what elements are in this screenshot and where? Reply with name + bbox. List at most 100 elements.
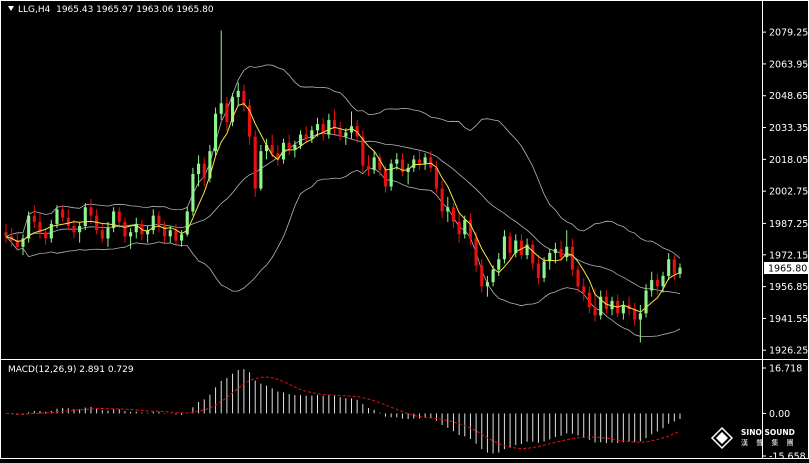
candle-body bbox=[650, 280, 654, 291]
candle-body bbox=[525, 244, 529, 256]
price-tick-label: 1972.15 bbox=[769, 250, 808, 261]
candle-body bbox=[423, 157, 427, 164]
macd-tick-label: 16.718 bbox=[769, 364, 802, 375]
candle-body bbox=[293, 144, 297, 150]
candle-body bbox=[655, 280, 659, 287]
candle-body bbox=[457, 221, 461, 235]
candle-body bbox=[89, 207, 93, 216]
candle-body bbox=[497, 259, 501, 270]
candle-body bbox=[242, 90, 246, 106]
candle-body bbox=[253, 136, 257, 189]
candle-body bbox=[508, 236, 512, 254]
chart-header: LLG,H4 1965.43 1965.97 1963.06 1965.80 bbox=[8, 5, 214, 15]
candle-body bbox=[621, 305, 625, 314]
candle-body bbox=[202, 163, 206, 179]
upper-band bbox=[5, 64, 681, 259]
symbol-label: LLG,H4 bbox=[18, 5, 51, 15]
macd-header: MACD(12,26,9) 2.891 0.729 bbox=[8, 365, 134, 375]
candle-body bbox=[593, 307, 597, 316]
candle-body bbox=[112, 211, 116, 229]
current-price-label: 1965.80 bbox=[768, 264, 807, 275]
candle-body bbox=[180, 234, 184, 241]
candle-body bbox=[49, 223, 53, 239]
candle-body bbox=[372, 157, 376, 170]
candle-body bbox=[327, 119, 331, 135]
candle-body bbox=[236, 90, 240, 98]
candle-body bbox=[298, 134, 303, 145]
candle-body bbox=[514, 240, 518, 254]
candle-body bbox=[582, 286, 586, 293]
candle-body bbox=[321, 124, 325, 135]
candle-body bbox=[344, 132, 348, 137]
candle-body bbox=[491, 269, 495, 283]
dropdown-triangle-icon[interactable] bbox=[8, 6, 14, 11]
candle-body bbox=[672, 259, 676, 274]
candle-body bbox=[400, 159, 405, 172]
candle-body bbox=[174, 230, 178, 241]
candle-body bbox=[565, 246, 569, 258]
macd-signal-line bbox=[5, 376, 681, 450]
candle-body bbox=[395, 159, 399, 164]
candle-body bbox=[412, 159, 416, 168]
candle-body bbox=[315, 124, 320, 131]
candle-body bbox=[197, 163, 201, 175]
candle-body bbox=[361, 136, 365, 166]
logo-diamond-inner bbox=[716, 432, 728, 444]
candle-body bbox=[366, 165, 371, 170]
candle-body bbox=[214, 113, 218, 152]
price-tick-label: 2048.65 bbox=[769, 91, 808, 102]
moving-average-line bbox=[5, 103, 681, 313]
candle-body bbox=[599, 296, 603, 316]
candle-body bbox=[225, 103, 229, 123]
logo-chinese: 漢 聲 集 團 bbox=[741, 439, 797, 447]
candle-body bbox=[604, 296, 608, 310]
candle-body bbox=[129, 232, 133, 237]
candle-body bbox=[219, 103, 223, 114]
price-tick-label: 2033.35 bbox=[769, 123, 808, 134]
candle-body bbox=[83, 207, 87, 227]
candle-body bbox=[310, 130, 314, 139]
candle-body bbox=[559, 248, 563, 258]
candle-body bbox=[548, 253, 552, 262]
candle-body bbox=[383, 169, 388, 187]
candle-body bbox=[446, 207, 450, 212]
price-tick-label: 1956.85 bbox=[769, 282, 808, 293]
candle-body bbox=[349, 126, 354, 133]
candle-body bbox=[553, 248, 557, 254]
lower-band bbox=[5, 167, 681, 337]
candle-body bbox=[463, 219, 467, 235]
candle-body bbox=[519, 240, 523, 256]
candle-body bbox=[264, 144, 269, 152]
candle-body bbox=[576, 269, 580, 287]
candle-body bbox=[644, 290, 648, 314]
logo-diamond bbox=[710, 426, 734, 450]
candle-body bbox=[451, 207, 456, 222]
candle-body bbox=[146, 230, 150, 235]
price-tick-label: 1941.55 bbox=[769, 314, 808, 325]
middle-band bbox=[5, 132, 681, 294]
candle-body bbox=[638, 313, 642, 320]
candle-body bbox=[667, 259, 671, 276]
candle-body bbox=[191, 174, 195, 212]
ohlc-values: 1965.43 1965.97 1963.06 1965.80 bbox=[56, 5, 214, 15]
candle-body bbox=[32, 215, 36, 222]
price-tick-label: 1926.25 bbox=[769, 346, 808, 357]
candle-body bbox=[270, 144, 274, 154]
candle-body bbox=[95, 215, 99, 231]
macd-axis: 16.718 0.00 -15.658 bbox=[762, 364, 806, 463]
candle-body bbox=[276, 153, 280, 160]
candle-body bbox=[163, 226, 167, 237]
macd-panel bbox=[5, 369, 681, 454]
candle-body bbox=[287, 142, 291, 150]
candle-body bbox=[678, 267, 682, 274]
candle-body bbox=[378, 157, 382, 170]
candle-body bbox=[185, 211, 189, 235]
candle-body bbox=[661, 275, 665, 287]
candle-body bbox=[338, 128, 342, 137]
candle-body bbox=[27, 215, 31, 239]
candle-body bbox=[134, 223, 138, 233]
candle-body bbox=[570, 246, 574, 270]
